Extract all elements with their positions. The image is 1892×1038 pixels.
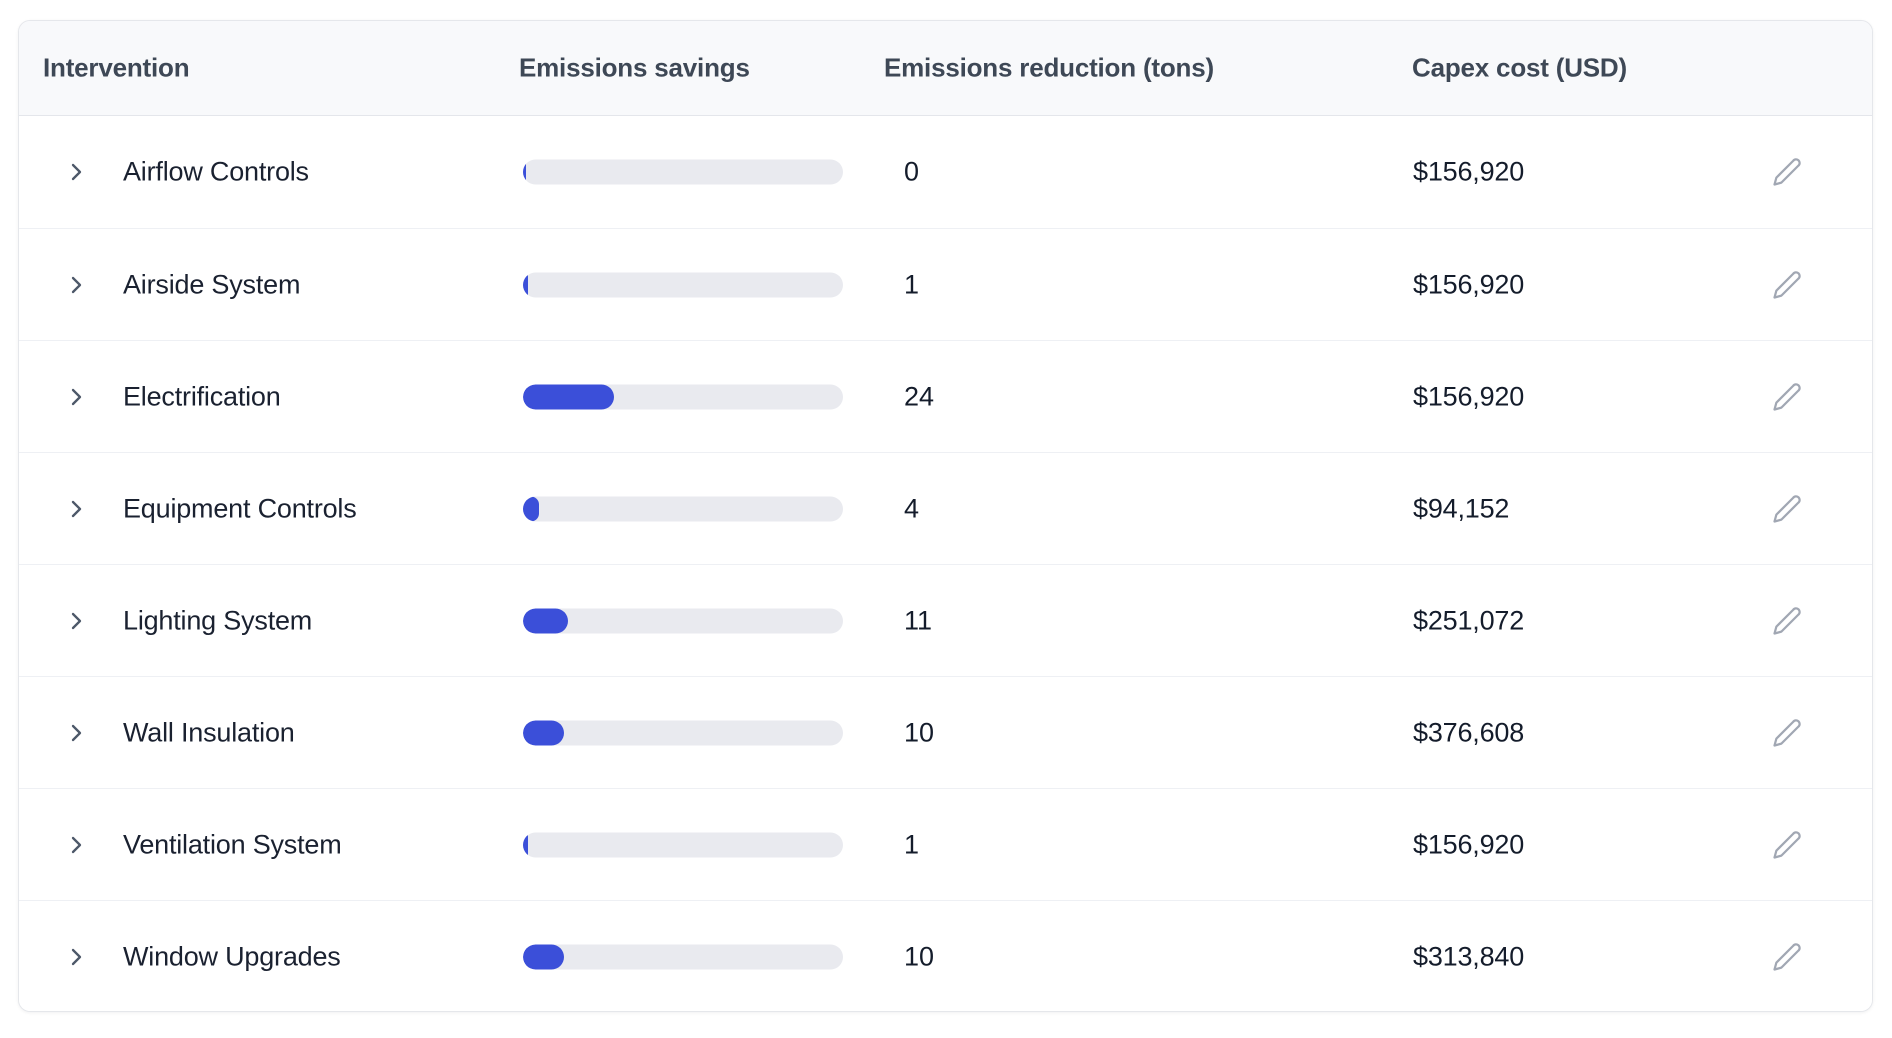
capex-value: $94,152	[1413, 493, 1510, 523]
chevron-right-icon	[71, 500, 82, 517]
table-row: Wall Insulation 10 $376,608	[19, 676, 1872, 788]
chevron-right-icon	[71, 388, 82, 405]
intervention-name: Window Upgrades	[123, 941, 341, 971]
intervention-name: Ventilation System	[123, 829, 342, 859]
emissions-savings-bar	[523, 496, 843, 521]
capex-value: $251,072	[1413, 605, 1525, 635]
intervention-name: Lighting System	[123, 605, 313, 635]
capex-value: $376,608	[1413, 717, 1525, 747]
expand-row-button[interactable]	[59, 492, 93, 526]
capex-value: $156,920	[1413, 829, 1525, 859]
table-row: Electrification 24 $156,920	[19, 340, 1872, 452]
emissions-savings-bar-fill	[523, 832, 529, 857]
emissions-reduction-value: 24	[904, 381, 935, 411]
emissions-reduction-value: 4	[904, 493, 920, 523]
chevron-right-icon	[71, 948, 82, 965]
edit-row-button[interactable]	[1769, 827, 1805, 863]
emissions-savings-bar	[523, 272, 843, 297]
expand-row-button[interactable]	[59, 604, 93, 638]
emissions-savings-bar	[523, 832, 843, 857]
edit-row-button[interactable]	[1769, 491, 1805, 527]
column-header-emissions-savings: Emissions savings	[519, 52, 750, 83]
column-header-intervention: Intervention	[43, 52, 190, 83]
intervention-name: Equipment Controls	[123, 493, 357, 523]
table-row: Airflow Controls 0 $156,920	[19, 116, 1872, 228]
emissions-savings-bar	[523, 944, 843, 969]
table-header: Intervention Emissions savings Emissions…	[19, 21, 1872, 116]
expand-row-button[interactable]	[59, 940, 93, 974]
interventions-table: Intervention Emissions savings Emissions…	[18, 20, 1873, 1012]
chevron-right-icon	[71, 276, 82, 293]
pencil-icon	[1773, 494, 1801, 523]
emissions-savings-bar-fill	[523, 272, 529, 297]
emissions-savings-bar	[523, 159, 843, 185]
emissions-reduction-value: 10	[904, 717, 935, 747]
intervention-name: Airside System	[123, 269, 301, 299]
table-row: Airside System 1 $156,920	[19, 228, 1872, 340]
intervention-name: Electrification	[123, 381, 281, 411]
pencil-icon	[1773, 382, 1801, 411]
emissions-savings-bar-fill	[523, 384, 614, 409]
edit-row-button[interactable]	[1769, 715, 1805, 751]
emissions-reduction-value: 10	[904, 941, 935, 971]
capex-value: $156,920	[1413, 156, 1525, 187]
expand-row-button[interactable]	[59, 716, 93, 750]
emissions-savings-bar	[523, 384, 843, 409]
expand-row-button[interactable]	[59, 155, 93, 189]
emissions-savings-bar-fill	[523, 159, 527, 185]
emissions-savings-bar-fill	[523, 720, 564, 745]
column-header-capex-cost: Capex cost (USD)	[1412, 52, 1627, 83]
table-row: Window Upgrades 10 $313,840	[19, 900, 1872, 1011]
intervention-name: Wall Insulation	[123, 717, 295, 747]
table-row: Equipment Controls 4 $94,152	[19, 452, 1872, 564]
edit-row-button[interactable]	[1769, 154, 1805, 190]
column-header-emissions-reduction: Emissions reduction (tons)	[884, 52, 1214, 83]
pencil-icon	[1773, 942, 1801, 971]
emissions-savings-bar-fill	[523, 608, 568, 633]
table-row: Lighting System 11 $251,072	[19, 564, 1872, 676]
edit-row-button[interactable]	[1769, 379, 1805, 415]
emissions-reduction-value: 1	[904, 269, 920, 299]
capex-value: $156,920	[1413, 381, 1525, 411]
emissions-reduction-value: 0	[904, 156, 920, 187]
pencil-icon	[1773, 718, 1801, 747]
expand-row-button[interactable]	[59, 828, 93, 862]
capex-value: $313,840	[1413, 941, 1525, 971]
capex-value: $156,920	[1413, 269, 1525, 299]
chevron-right-icon	[71, 612, 82, 629]
emissions-savings-bar-fill	[523, 496, 539, 521]
pencil-icon	[1773, 158, 1801, 186]
edit-row-button[interactable]	[1769, 939, 1805, 975]
table-row: Ventilation System 1 $156,920	[19, 788, 1872, 900]
pencil-icon	[1773, 270, 1801, 299]
chevron-right-icon	[71, 163, 82, 181]
pencil-icon	[1773, 830, 1801, 859]
emissions-savings-bar-fill	[523, 944, 564, 969]
emissions-savings-bar	[523, 608, 843, 633]
chevron-right-icon	[71, 836, 82, 853]
chevron-right-icon	[71, 724, 82, 741]
pencil-icon	[1773, 606, 1801, 635]
emissions-reduction-value: 1	[904, 829, 920, 859]
emissions-reduction-value: 11	[904, 605, 933, 635]
expand-row-button[interactable]	[59, 380, 93, 414]
expand-row-button[interactable]	[59, 268, 93, 302]
edit-row-button[interactable]	[1769, 267, 1805, 303]
intervention-name: Airflow Controls	[123, 156, 309, 187]
edit-row-button[interactable]	[1769, 603, 1805, 639]
emissions-savings-bar	[523, 720, 843, 745]
